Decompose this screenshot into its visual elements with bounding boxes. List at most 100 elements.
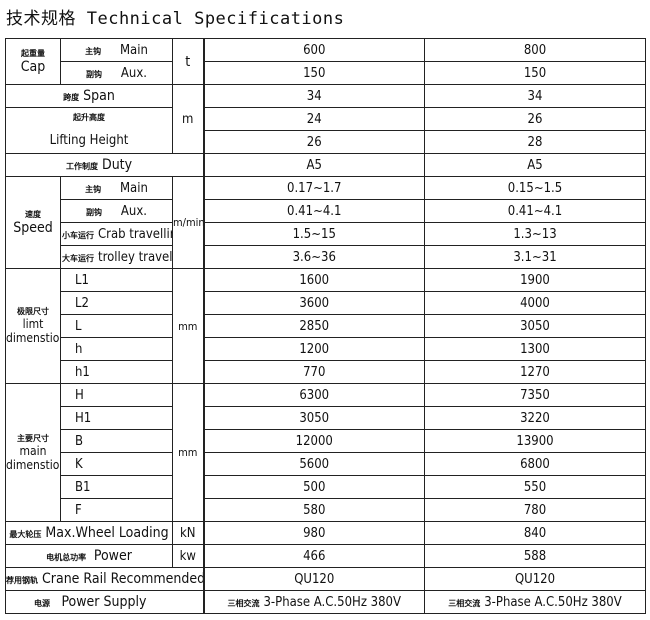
spec-table: 起重量 Cap 主钩 Main t 600 800 副钩 Aux. 150 150 跨度 Span m… (5, 38, 646, 614)
page-title: 技术规格 Technical Specifications (6, 9, 345, 29)
value-cell: 3.1~31 (424, 245, 646, 269)
label: Span (83, 88, 115, 104)
table-row: 工作制度 Duty A5 A5 (5, 153, 646, 177)
label: L2 (75, 295, 89, 311)
value-cell: A5 (202, 153, 425, 177)
value-cell: 6800 (424, 452, 646, 476)
label: H1 (75, 410, 92, 426)
label-en: Speed (13, 219, 53, 236)
value: 2850 (299, 318, 330, 334)
label: Crane Rail Recommended (42, 571, 204, 587)
table-row: B1 500 550 (6, 475, 646, 499)
value-cell: 三相交流 3-Phase A.C.50Hz 380V (202, 590, 425, 614)
label-en: limt (22, 317, 44, 331)
unit-cell: kw (172, 544, 204, 568)
value: 34 (527, 88, 543, 104)
value: 980 (303, 525, 326, 541)
value-cell: 580 (202, 498, 425, 522)
value: 1270 (520, 364, 550, 380)
power-label: 电机总功率 Power (5, 544, 173, 568)
value: 1.3~13 (513, 226, 557, 242)
label-cn: 起升高度 (73, 113, 105, 122)
value: 550 (523, 479, 547, 495)
aux-label: 副钩 Aux. (60, 61, 173, 85)
value: 466 (303, 548, 326, 564)
label: 大车运行 (62, 253, 94, 263)
label-en: Lifting Height (49, 133, 129, 148)
label: Max.Wheel Loading (45, 525, 169, 541)
value: 3220 (520, 410, 550, 426)
table-row: B 12000 13900 (6, 429, 646, 453)
value-cell: 1.5~15 (202, 222, 425, 246)
wheel-label: 最大轮压 Max.Wheel Loading (5, 521, 173, 545)
speed-label: 速度 Speed (5, 176, 61, 269)
label: 主钩 (85, 184, 102, 194)
value: A5 (306, 157, 322, 173)
value-cell: 34 (202, 84, 425, 108)
table-row: 电源 Power Supply 三相交流 3-Phase A.C.50Hz 380V… (5, 590, 646, 614)
label-en: main (19, 443, 47, 458)
unit: m (182, 111, 194, 127)
dim-key: h (60, 337, 173, 361)
label: L1 (75, 272, 89, 288)
value: 12000 (295, 433, 333, 449)
value-cell: 0.15~1.5 (424, 176, 646, 200)
duty-label: 工作制度 Duty (5, 153, 204, 177)
dim-key: L (60, 314, 173, 338)
label: 工作制度 (66, 162, 98, 171)
value-cell: 500 (202, 475, 425, 499)
table-row: 荐用钢轨 Crane Rail Recommended QU120 QU120 (5, 567, 646, 591)
value: 28 (527, 134, 543, 150)
value: 1900 (520, 272, 550, 288)
value-cell: 28 (424, 130, 646, 154)
value: 6800 (520, 456, 550, 472)
label-cn: 极限尺寸 (17, 307, 49, 316)
label: K (75, 456, 83, 472)
label: 跨度 (63, 93, 80, 102)
table-row: 速度 Speed 主钩 Main m/min 0.17~1.7 0.15~1.5 (5, 176, 646, 269)
value-cell: 3.6~36 (202, 245, 425, 269)
value-cell: 24 (202, 107, 425, 131)
value-cell: 550 (424, 475, 646, 499)
label-cn: 速度 (25, 209, 41, 219)
value-cell: 466 (202, 544, 425, 568)
value-cell: 770 (202, 360, 425, 384)
value: 588 (523, 548, 547, 564)
value: A5 (527, 157, 543, 173)
value-cell: 840 (424, 521, 646, 545)
unit: kw (179, 548, 196, 564)
value: 500 (303, 479, 326, 495)
value: 1300 (520, 341, 550, 357)
value: 840 (523, 525, 547, 541)
table-row: 极限尺寸 limt dimenstion L1 mm 1600 1900 (5, 268, 646, 384)
table-row: 起升高度 Lifting Height 24 26 (5, 107, 646, 154)
value-cell: 7350 (424, 383, 646, 407)
label: 3-Phase A.C.50Hz 380V (263, 594, 401, 610)
label: Power Supply (61, 594, 147, 610)
table-row: H1 3050 3220 (6, 406, 646, 430)
value: 3600 (299, 295, 330, 311)
unit-cell: mm (172, 268, 204, 384)
table-row: 跨度 Span m 34 34 (5, 84, 646, 154)
label: 三相交流 (448, 598, 481, 608)
value: 3.1~31 (513, 249, 557, 265)
unit-cell: m/min (172, 176, 204, 269)
table-row: h 1200 1300 (6, 337, 646, 361)
dim-key: F (60, 498, 173, 522)
main-label: 主钩 Main (60, 38, 173, 62)
dim-key: L1 (60, 268, 173, 292)
value: 1.5~15 (292, 226, 336, 242)
dim-key: K (60, 452, 173, 476)
value-cell: 0.41~4.1 (202, 199, 425, 223)
label-cn: 起重量 (21, 48, 45, 58)
value-cell: 1600 (202, 268, 425, 292)
label: 3-Phase A.C.50Hz 380V (484, 594, 622, 610)
value-cell: A5 (424, 153, 646, 177)
label-en: dimenstion (6, 331, 61, 345)
value: 3050 (520, 318, 550, 334)
limit-label: 极限尺寸 limt dimenstion (5, 268, 61, 384)
label: L (75, 318, 82, 334)
value: 770 (303, 364, 326, 380)
label: h (75, 341, 83, 357)
value-cell: 5600 (202, 452, 425, 476)
